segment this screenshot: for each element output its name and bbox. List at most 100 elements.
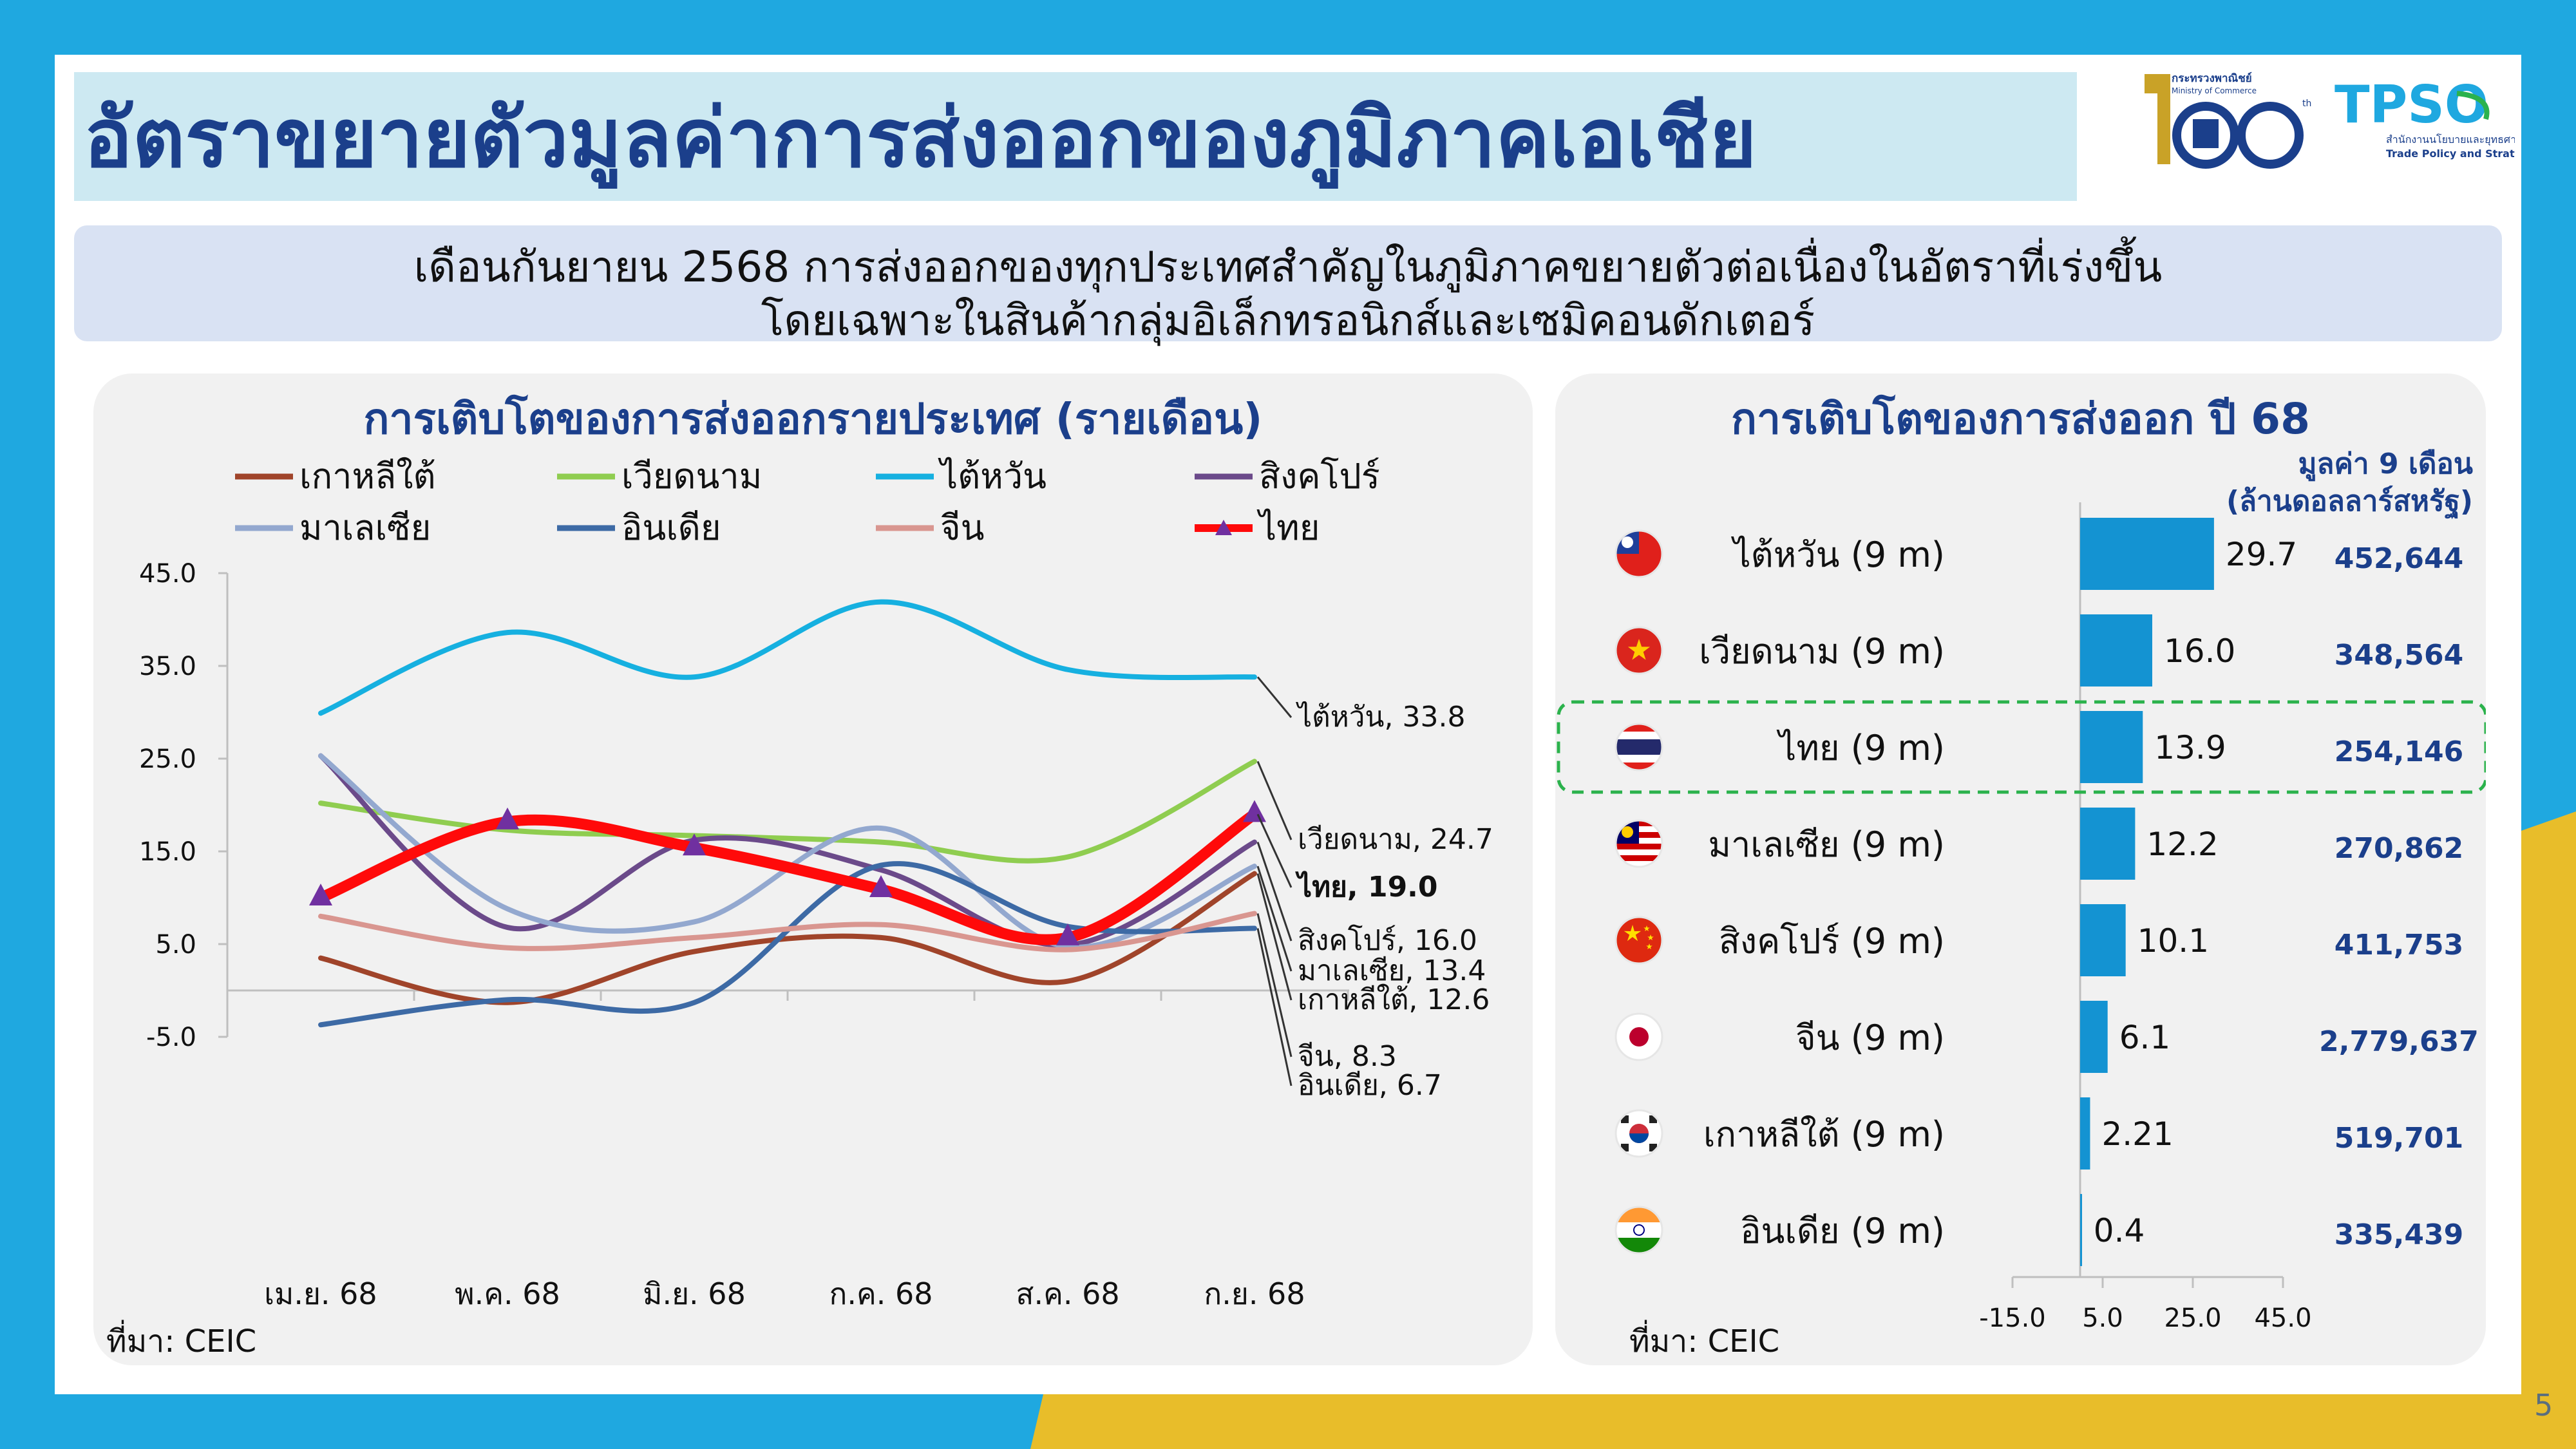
bar	[2080, 1097, 2090, 1170]
bar	[2080, 518, 2214, 590]
bar-category-label: ไต้หวัน (9 m)	[1731, 535, 1945, 575]
nine-month-value: 335,439	[2334, 1218, 2463, 1251]
svg-text:th: th	[2302, 99, 2311, 109]
right-chart-panel	[1555, 374, 2486, 1365]
moc-logo-thai-text: กระทรวงพาณิชย์	[2172, 71, 2252, 85]
tpso-logo-text: TPSO	[2334, 75, 2488, 135]
legend-label: ไต้หวัน	[940, 456, 1047, 497]
value-header-line-2: (ล้านดอลลาร์สหรัฐ)	[2226, 485, 2473, 518]
moc-105-logo: กระทรวงพาณิชย์ Ministry of Commerce th	[2145, 71, 2311, 169]
bar-value-label: 29.7	[2226, 536, 2297, 573]
legend-label: อินเดีย	[621, 507, 721, 548]
bar-x-tick-label: 5.0	[2082, 1303, 2123, 1333]
taiwan-flag-icon	[1615, 529, 1663, 578]
bar-category-label: เวียดนาม (9 m)	[1699, 631, 1945, 672]
end-label-leader	[1256, 761, 1293, 840]
series-line	[318, 599, 1257, 716]
bar-x-tick-label: 45.0	[2254, 1303, 2311, 1333]
x-tick-label: พ.ค. 68	[455, 1276, 560, 1311]
x-tick-label: ก.ค. 68	[829, 1276, 933, 1311]
series-end-label: ไทย, 19.0	[1295, 870, 1438, 904]
bar	[2080, 904, 2126, 976]
y-tick-label: -5.0	[146, 1023, 196, 1052]
end-label-leader	[1256, 913, 1293, 1057]
series-end-label: สิงคโปร์, 16.0	[1298, 924, 1477, 957]
right-source-note: ที่มา: CEIC	[1629, 1323, 1780, 1359]
end-label-leader	[1256, 866, 1293, 972]
end-label-leader	[1256, 813, 1293, 888]
bar-x-tick-label: 25.0	[2164, 1303, 2221, 1333]
korea-flag-icon	[1615, 1109, 1663, 1158]
india-flag-icon	[1615, 1206, 1663, 1255]
legend-label: เกาหลีใต้	[299, 456, 436, 497]
legend-label: เวียดนาม	[621, 456, 762, 497]
bar-category-label: อินเดีย (9 m)	[1740, 1211, 1945, 1251]
series-line	[315, 808, 1260, 945]
bar	[2080, 711, 2143, 783]
bar-category-label: จีน (9 m)	[1795, 1018, 1945, 1058]
tpso-logo-english-text: Trade Policy and Strategy Office	[2386, 147, 2515, 160]
nine-month-value: 348,564	[2334, 639, 2463, 672]
series-end-label: จีน, 8.3	[1298, 1040, 1397, 1073]
bar	[2080, 614, 2152, 687]
bar-value-label: 2.21	[2101, 1115, 2173, 1153]
end-label-leader	[1256, 676, 1293, 718]
vietnam-flag-icon	[1615, 626, 1663, 675]
title-banner	[74, 72, 2077, 201]
bar-x-tick-label: -15.0	[1979, 1303, 2046, 1333]
moc-logo-english-text: Ministry of Commerce	[2172, 86, 2257, 95]
bar-chart: -15.0 5.0 25.0 45.0 ไต้หวัน (9 m) 29.7 452,644…	[1557, 502, 2486, 1333]
bar-value-label: 16.0	[2164, 632, 2235, 670]
nine-month-value: 270,862	[2334, 832, 2463, 865]
bar-category-label: เกาหลีใต้ (9 m)	[1703, 1114, 1945, 1155]
left-chart-title: การเติบโตของการส่งออกรายประเทศ (รายเดือน…	[363, 394, 1263, 444]
y-tick-label: 35.0	[139, 652, 196, 681]
bar-category-label: สิงคโปร์ (9 m)	[1719, 921, 1945, 961]
bar-category-label: ไทย (9 m)	[1776, 728, 1945, 768]
y-tick-label: 5.0	[155, 930, 196, 960]
x-tick-label: เม.ย. 68	[264, 1276, 377, 1311]
legend-label: สิงคโปร์	[1259, 456, 1380, 497]
series-line	[318, 911, 1257, 952]
subtitle-line-2: โดยเฉพาะในสินค้ากลุ่มอิเล็กทรอนิกส์และเซ…	[761, 296, 1815, 345]
series-end-label: ไต้หวัน, 33.8	[1296, 701, 1465, 734]
series-end-label: มาเลเซีย, 13.4	[1298, 954, 1486, 987]
line-chart: 45.0 35.0 25.0 15.0 5.0 -5.0 เม.ย. 68 พ.ค. 68 มิ…	[139, 559, 1493, 1311]
singapore-flag-icon	[1615, 916, 1663, 965]
nine-month-value: 519,701	[2334, 1122, 2463, 1155]
thai-marker	[309, 884, 332, 905]
japan-flag-icon	[1615, 1012, 1663, 1061]
nine-month-value: 452,644	[2334, 542, 2463, 575]
y-tick-label: 25.0	[139, 744, 196, 774]
y-tick-label: 45.0	[139, 559, 196, 589]
bar	[2080, 1001, 2108, 1073]
y-tick-label: 15.0	[139, 837, 196, 867]
subtitle-banner	[74, 225, 2502, 341]
bar	[2080, 1194, 2082, 1266]
page-title: อัตราขยายตัวมูลค่าการส่งออกของภูมิภาคเอเ…	[84, 91, 1757, 185]
legend-label: จีน	[940, 507, 985, 548]
nine-month-value: 254,146	[2334, 735, 2463, 768]
tpso-logo-thai-text: สำนักงานนโยบายและยุทธศาสตร์การค้า	[2386, 133, 2515, 146]
value-header-line-1: มูลค่า 9 เดือน	[2298, 448, 2473, 480]
thailand-flag-icon	[1615, 723, 1663, 772]
series-end-label: เวียดนาม, 24.7	[1298, 823, 1493, 856]
bar-value-label: 6.1	[2119, 1019, 2171, 1056]
series-end-label: เกาหลีใต้, 12.6	[1298, 983, 1490, 1016]
tpso-logo: TPSO สำนักงานนโยบายและยุทธศาสตร์การค้า T…	[2334, 75, 2515, 160]
bar	[2080, 808, 2136, 880]
thai-marker	[1056, 923, 1079, 945]
thai-marker	[496, 807, 519, 829]
bar-value-label: 0.4	[2094, 1212, 2145, 1249]
series-line	[318, 753, 1257, 948]
x-tick-label: มิ.ย. 68	[643, 1276, 746, 1311]
nine-month-value: 411,753	[2334, 929, 2463, 961]
series-end-label: อินเดีย, 6.7	[1298, 1069, 1442, 1102]
end-label-leader	[1256, 928, 1293, 1086]
thailand-highlight-box	[1557, 700, 2486, 794]
thai-marker	[683, 833, 706, 856]
left-source-note: ที่มา: CEIC	[106, 1323, 257, 1359]
thai-marker	[869, 875, 893, 898]
bar-category-label: มาเลเซีย (9 m)	[1708, 824, 1945, 865]
malaysia-flag-icon	[1615, 819, 1663, 868]
